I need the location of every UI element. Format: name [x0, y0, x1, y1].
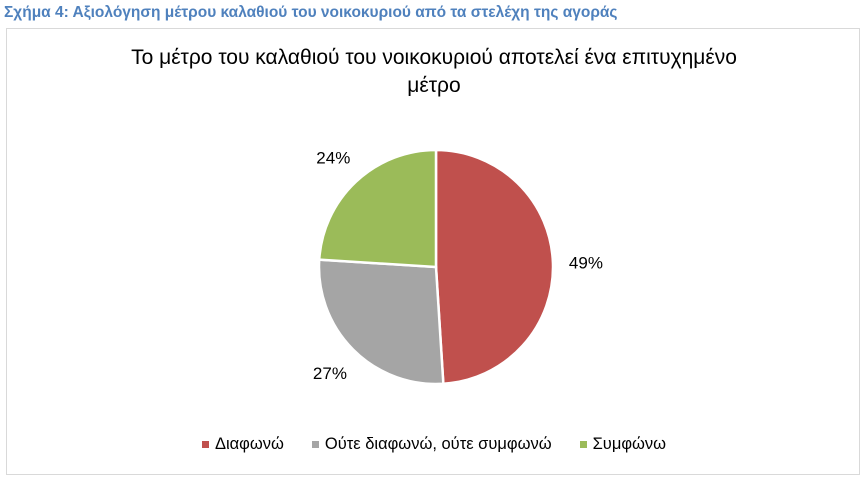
pie-slice: [317, 148, 438, 269]
chart-title-line2: μέτρο: [407, 74, 461, 97]
legend-item: Συμφώνω: [579, 435, 667, 454]
chart-title-line1: Το μέτρο του καλαθιού του νοικοκυριού απ…: [131, 46, 737, 69]
data-label: 49%: [569, 253, 603, 272]
chart-frame: [6, 28, 860, 475]
figure-caption: Σχήμα 4: Αξιολόγηση μέτρου καλαθιού του …: [4, 4, 618, 21]
pie-slice: [317, 258, 445, 386]
legend-label: Συμφώνω: [592, 435, 667, 453]
legend-swatch: [579, 441, 587, 448]
legend: Διαφωνώ Ούτε διαφωνώ, ούτε συμφωνώ Συμφώ…: [0, 435, 868, 454]
legend-label: Διαφωνώ: [214, 435, 284, 453]
legend-label: Ούτε διαφωνώ, ούτε συμφωνώ: [324, 435, 552, 453]
legend-item: Διαφωνώ: [201, 435, 284, 454]
chart-title: Το μέτρο του καλαθιού του νοικοκυριού απ…: [0, 44, 868, 100]
data-label: 27%: [313, 364, 347, 383]
pie-slice: [434, 148, 555, 386]
legend-swatch: [311, 441, 319, 448]
data-label: 24%: [316, 149, 350, 168]
legend-item: Ούτε διαφωνώ, ούτε συμφωνώ: [311, 435, 552, 454]
legend-swatch: [201, 441, 209, 448]
